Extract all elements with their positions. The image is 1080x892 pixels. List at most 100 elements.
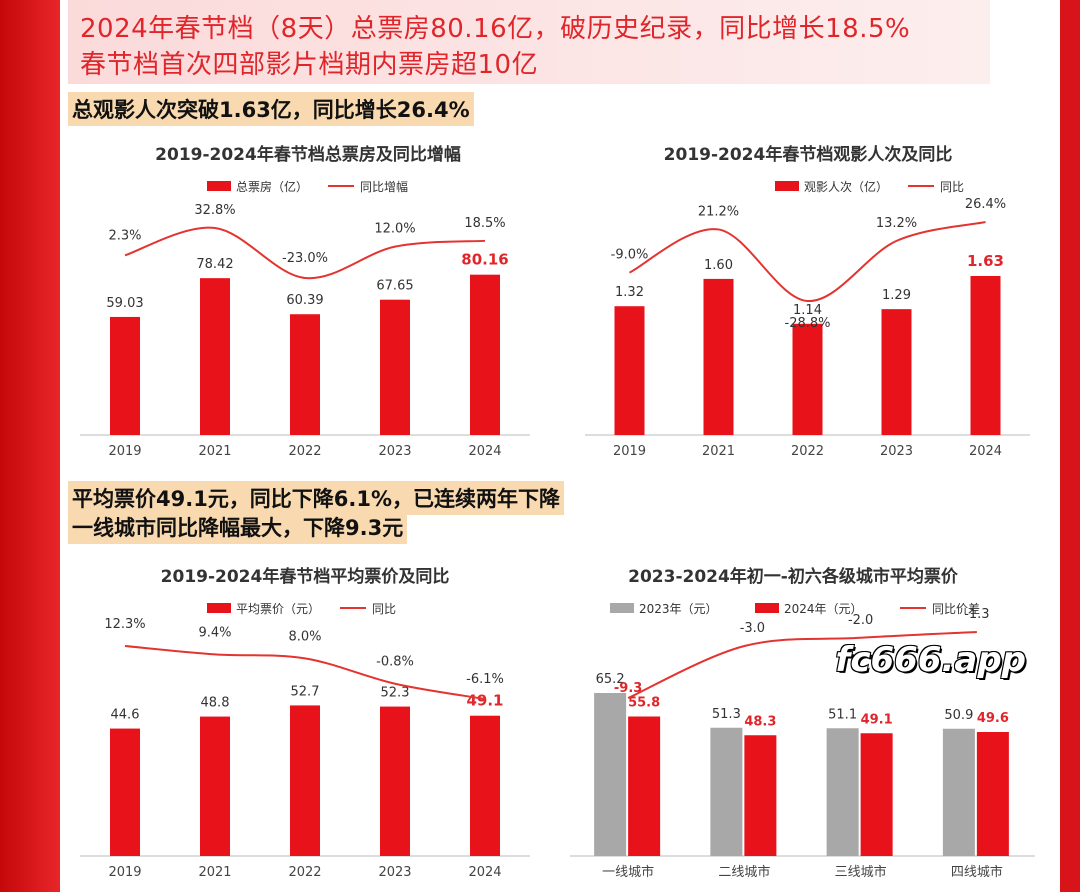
line-series	[124, 645, 486, 700]
bar	[200, 716, 230, 856]
x-tick-label: 二线城市	[718, 864, 770, 880]
bar	[792, 323, 823, 435]
bar-value-label: 78.42	[196, 257, 233, 272]
line-value-label: 12.3%	[104, 617, 145, 632]
bar	[970, 275, 1001, 435]
watermark-text: fc666.app	[835, 639, 1027, 681]
line-value-label: 18.5%	[464, 216, 505, 231]
bar	[881, 309, 912, 435]
line-value-label: -23.0%	[282, 251, 328, 266]
bar-value-label: 59.03	[106, 296, 143, 311]
legend-label: 同比	[372, 602, 396, 616]
bar-value-label: 80.16	[461, 251, 508, 269]
x-tick-label: 2024	[468, 444, 501, 459]
bar-value-label: 49.1	[466, 692, 503, 710]
x-tick-label: 2019	[613, 444, 646, 459]
bar	[290, 314, 320, 435]
bar-value-label: 51.3	[712, 707, 741, 722]
right-red-border	[1060, 0, 1080, 892]
bar-value-label: 48.8	[201, 696, 230, 711]
legend-label: 同比价差	[932, 602, 980, 616]
bar-value-label: 1.32	[615, 285, 644, 300]
chart-title: 2019-2024年春节档总票房及同比增幅	[155, 144, 461, 165]
bar	[710, 727, 743, 856]
x-tick-label: 2022	[288, 444, 321, 459]
x-tick-label: 2019	[108, 444, 141, 459]
bar	[860, 733, 893, 856]
line-value-label: 9.4%	[198, 625, 231, 640]
line-series	[124, 226, 486, 280]
chart-title: 2019-2024年春节档平均票价及同比	[161, 566, 450, 587]
bar-value-label: 49.6	[977, 711, 1009, 726]
legend-bar-swatch	[207, 603, 231, 613]
line-value-label: -9.3	[614, 681, 642, 696]
line-value-label: 12.0%	[374, 222, 415, 237]
line-value-label: -2.0	[848, 613, 873, 628]
bar-value-label: 60.39	[286, 293, 323, 308]
bar-value-label: 51.1	[828, 707, 857, 722]
line-value-label: 21.2%	[698, 204, 739, 219]
bar	[290, 705, 320, 856]
bar	[614, 306, 645, 435]
x-tick-label: 2021	[702, 444, 735, 459]
legend-label: 2024年（元）	[784, 602, 863, 616]
bar	[470, 274, 500, 435]
bar	[826, 728, 859, 856]
line-value-label: -3.0	[740, 621, 765, 636]
bar-value-label: 50.9	[944, 708, 973, 723]
legend-label: 同比	[940, 180, 964, 194]
legend-label: 总票房（亿）	[236, 179, 308, 194]
bar-value-label: 52.3	[381, 686, 410, 701]
x-tick-label: 三线城市	[835, 864, 887, 880]
bar-value-label: 1.63	[967, 252, 1004, 270]
bar-value-label: 65.2	[596, 672, 625, 687]
line-value-label: -28.8%	[785, 316, 831, 331]
line-value-label: 13.2%	[876, 216, 917, 231]
content-panel: 2024年春节档（8天）总票房80.16亿，破历史纪录，同比增长18.5% 春节…	[60, 0, 1060, 892]
x-tick-label: 2023	[378, 865, 411, 880]
chart-title: 2023-2024年初一-初六各级城市平均票价	[628, 566, 959, 587]
chart-title: 2019-2024年春节档观影人次及同比	[664, 144, 953, 165]
x-tick-label: 2022	[791, 444, 824, 459]
bar	[380, 299, 410, 435]
line-value-label: 8.0%	[288, 629, 321, 644]
bar	[110, 316, 140, 435]
headline-line-1: 2024年春节档（8天）总票房80.16亿，破历史纪录，同比增长18.5%	[80, 14, 911, 44]
x-tick-label: 2024	[969, 444, 1002, 459]
legend-label: 平均票价（元）	[236, 602, 320, 616]
legend-bar-swatch	[775, 181, 799, 191]
line-value-label: 32.8%	[194, 203, 235, 218]
x-tick-label: 2023	[880, 444, 913, 459]
chart-city: 2023-2024年初一-初六各级城市平均票价 2023年（元） 2024年（元） 同…	[570, 566, 1035, 880]
bar	[594, 693, 627, 856]
bar-value-label: 49.1	[861, 712, 893, 727]
x-tick-label: 2023	[378, 444, 411, 459]
bar-value-label: 1.29	[882, 288, 911, 303]
bar-value-label: 55.8	[628, 696, 660, 711]
highlight-audience: 总观影人次突破1.63亿，同比增长26.4%	[68, 92, 474, 126]
bar	[744, 735, 777, 856]
line-series	[627, 631, 977, 699]
bar-value-label: 44.6	[111, 708, 140, 723]
headline-line-2: 春节档首次四部影片档期内票房超10亿	[80, 50, 539, 80]
line-series	[629, 221, 986, 303]
headline-box: 2024年春节档（8天）总票房80.16亿，破历史纪录，同比增长18.5% 春节…	[68, 0, 990, 84]
bar-value-label: 48.3	[744, 714, 776, 729]
bar	[628, 716, 661, 856]
x-tick-label: 2021	[198, 444, 231, 459]
bar	[703, 278, 734, 435]
bar	[380, 706, 410, 856]
legend-bar-swatch	[755, 603, 779, 613]
line-value-label: 2.3%	[108, 228, 141, 243]
line-value-label: 26.4%	[965, 197, 1006, 212]
line-value-label: -9.0%	[611, 248, 649, 263]
x-tick-label: 2021	[198, 865, 231, 880]
left-red-border	[0, 0, 60, 892]
bar	[200, 278, 230, 435]
legend-label: 2023年（元）	[639, 602, 718, 616]
bar-value-label: 1.14	[793, 303, 822, 318]
bar	[110, 728, 140, 856]
bar-value-label: 67.65	[376, 279, 413, 294]
